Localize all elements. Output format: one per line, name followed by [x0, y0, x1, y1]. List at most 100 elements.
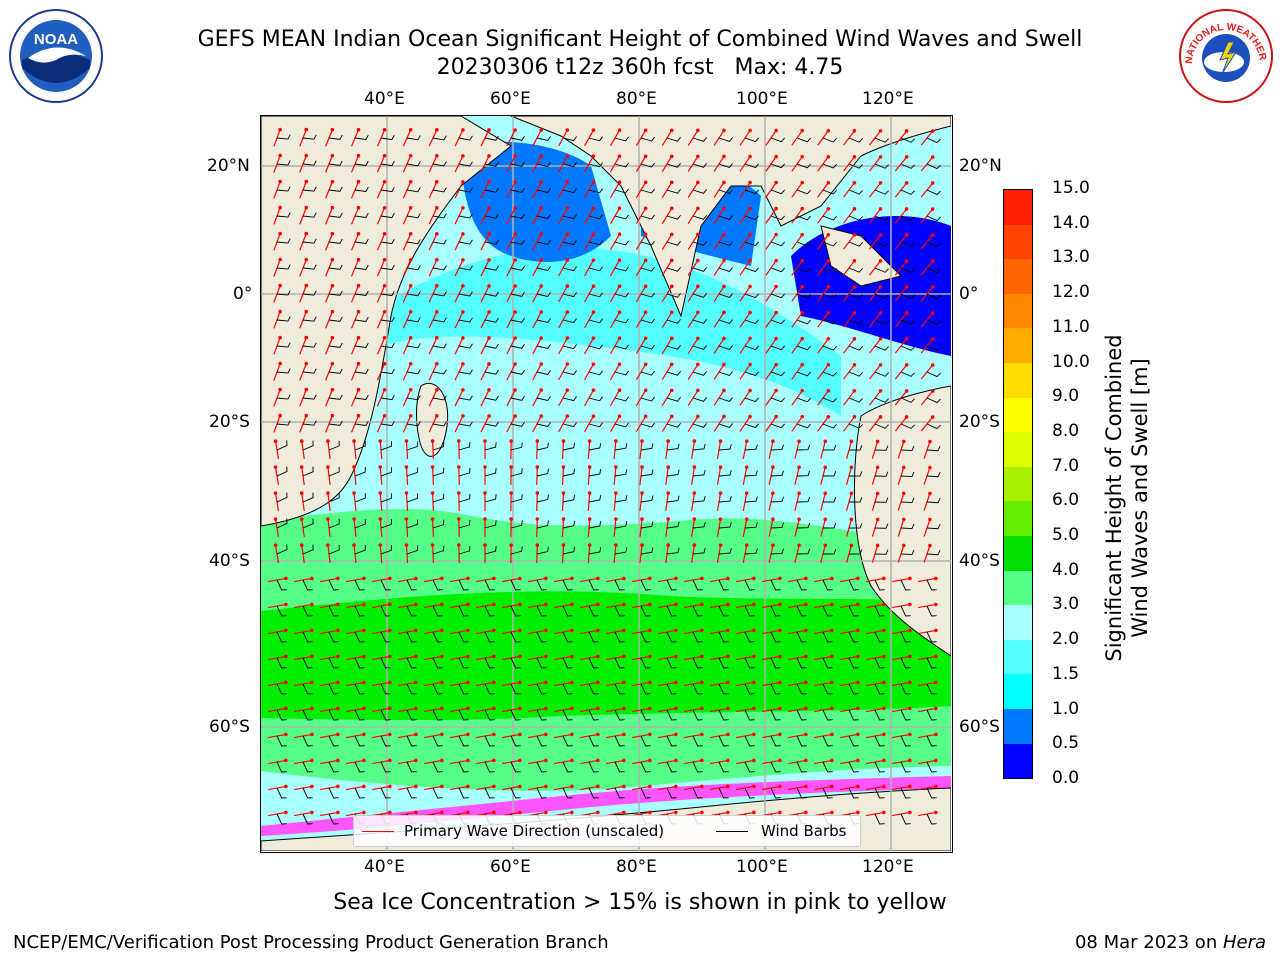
wave-arrow-head — [826, 310, 831, 315]
wind-barb — [770, 548, 784, 555]
wind-barb — [848, 787, 859, 799]
wave-direction-arrow — [268, 811, 286, 817]
wave-arrow-head — [901, 543, 906, 548]
wind-barb — [796, 470, 811, 477]
wind-barb — [302, 492, 314, 503]
wind-barb — [614, 318, 629, 324]
wind-barb — [614, 344, 629, 350]
wave-arrow-head — [674, 758, 678, 763]
wind-barb — [614, 422, 629, 428]
wind-barb — [588, 494, 602, 503]
wave-arrow-head — [904, 259, 909, 263]
wave-arrow-head — [752, 654, 756, 659]
colorbar-tick-label: 6.0 — [1052, 490, 1080, 511]
wind-barb — [718, 137, 733, 142]
wind-barb — [848, 683, 859, 695]
wind-barb — [796, 735, 807, 747]
colorbar-segment — [1004, 708, 1032, 744]
wave-arrow-head — [648, 654, 652, 659]
wind-barb — [614, 495, 628, 503]
wave-arrow-head — [852, 311, 857, 315]
wave-arrow-head — [591, 414, 596, 418]
wave-arrow-head — [674, 810, 678, 815]
wave-arrow-head — [518, 576, 522, 581]
wind-barb — [510, 520, 523, 529]
wave-arrow-head — [336, 758, 340, 763]
wave-arrow-head — [544, 654, 548, 659]
wind-barb — [692, 241, 707, 246]
wind-barb — [770, 470, 784, 477]
wind-barb — [536, 396, 551, 401]
wind-barb — [562, 787, 573, 799]
wind-barb — [536, 318, 551, 323]
wave-arrow-head — [830, 732, 834, 737]
lon-tick-top-100: 100°E — [736, 89, 788, 109]
colorbar-tick-label: 14.0 — [1052, 212, 1090, 233]
wave-arrow-head — [797, 439, 801, 444]
wind-barb — [458, 631, 469, 643]
wave-arrow-head — [748, 284, 752, 289]
wave-arrow-head — [284, 602, 288, 607]
wave-arrow-head — [617, 284, 622, 289]
wave-arrow-head — [461, 388, 465, 392]
wind-barb — [822, 163, 837, 169]
wave-direction-arrow — [869, 364, 881, 380]
wave-arrow-head — [852, 259, 857, 263]
wind-barb — [458, 493, 471, 503]
wind-barb — [328, 394, 343, 400]
colorbar-tick-label: 5.0 — [1052, 525, 1080, 546]
wave-arrow-head — [774, 206, 778, 211]
wave-arrow-head — [856, 602, 860, 607]
wind-barb — [926, 241, 941, 248]
wind-barb — [692, 371, 707, 376]
wave-arrow-head — [878, 259, 883, 263]
wave-arrow-head — [326, 491, 330, 495]
wave-arrow-head — [878, 207, 883, 211]
wave-arrow-head — [408, 361, 413, 366]
wind-barb — [354, 493, 366, 503]
wind-barb — [536, 631, 547, 643]
wind-barb — [770, 605, 781, 617]
wave-arrow-head — [726, 810, 730, 815]
wind-barb — [640, 469, 654, 477]
wave-arrow-head — [882, 758, 886, 763]
wave-arrow-head — [565, 336, 570, 340]
wave-arrow-head — [352, 465, 356, 469]
wave-direction-arrow — [268, 785, 286, 791]
wind-barb — [484, 135, 499, 141]
wind-barb — [276, 316, 291, 322]
band-4-5 — [261, 591, 951, 720]
wave-arrow-head — [278, 387, 282, 392]
wave-arrow-head — [774, 284, 778, 289]
wind-barb — [718, 787, 729, 799]
wave-arrow-head — [304, 283, 309, 288]
wave-arrow-head — [570, 576, 574, 581]
wave-arrow-head — [878, 129, 883, 133]
wave-arrow-head — [674, 732, 678, 737]
wave-arrow-head — [382, 179, 387, 184]
wave-arrow-head — [492, 628, 496, 633]
wave-arrow-head — [804, 602, 808, 607]
wind-barb — [718, 215, 733, 220]
wind-barb — [354, 420, 369, 426]
wind-barb — [484, 735, 495, 747]
wave-arrow-head — [718, 517, 723, 521]
wave-arrow-head — [774, 232, 778, 237]
wave-arrow-head — [591, 310, 596, 314]
wind-barb — [406, 265, 421, 271]
wave-arrow-head — [778, 758, 782, 763]
wind-barb — [458, 735, 469, 747]
wind-barb — [588, 442, 602, 451]
wind-barb — [354, 657, 365, 669]
wind-barb — [796, 397, 811, 403]
wave-arrow-head — [378, 465, 383, 469]
wave-arrow-head — [310, 602, 314, 607]
wave-arrow-head — [800, 336, 805, 341]
wave-arrow-head — [388, 680, 392, 685]
wind-barb — [328, 657, 339, 669]
wind-barb-label: Wind Barbs — [761, 822, 847, 840]
wind-barb — [640, 443, 654, 451]
wind-barb — [744, 423, 759, 429]
wave-arrow-head — [875, 517, 880, 522]
wind-barb — [744, 444, 758, 451]
